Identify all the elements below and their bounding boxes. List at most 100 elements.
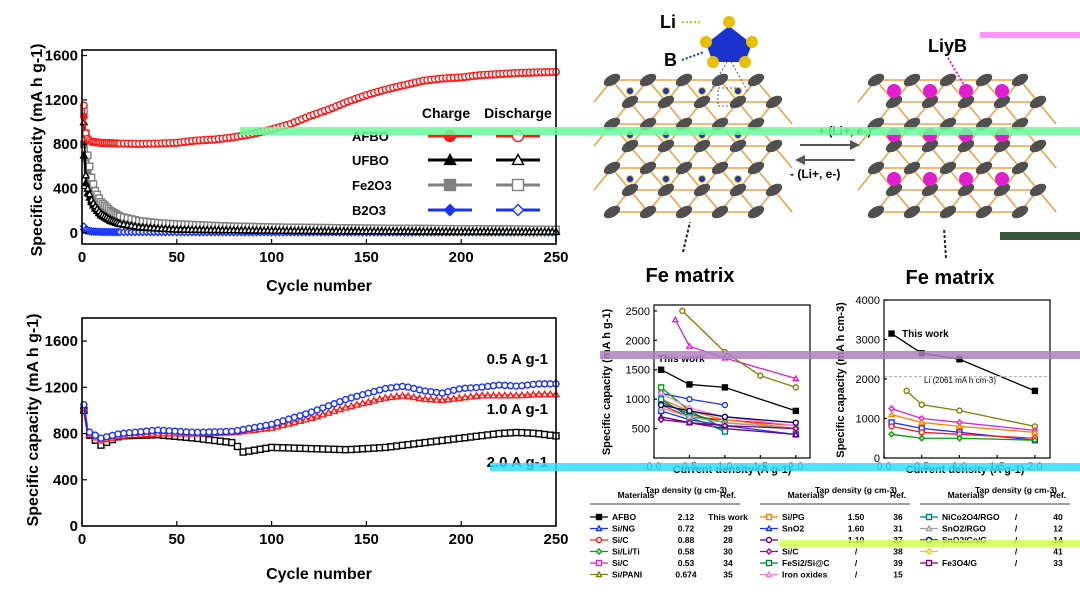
y-tick-label: 0: [874, 453, 880, 465]
table-legend-marker: [595, 536, 603, 544]
compare-point: [888, 423, 895, 430]
fe-atom: [1011, 161, 1029, 175]
table-tap-density: /: [855, 547, 858, 557]
fe-atom: [1011, 73, 1029, 87]
rate-point-0: [262, 421, 270, 430]
rate-point-1: [443, 394, 453, 403]
compare-point: [918, 434, 926, 442]
cycling-x-axis-label: Cycle number: [266, 278, 372, 295]
compare-point: [1031, 436, 1039, 444]
compare-series-Si/PG: [887, 410, 1039, 436]
table-ref: 40: [1053, 512, 1063, 522]
compare-point: [887, 410, 896, 418]
y-tick-label: 0: [70, 225, 78, 242]
rate-point-1: [523, 390, 532, 398]
rate-point-0: [245, 424, 253, 433]
rate-point-1: [409, 392, 418, 401]
rate-point-1: [455, 393, 464, 402]
fe-atom: [903, 73, 921, 87]
table-legend-marker: [595, 513, 603, 521]
y-tick-label: 1200: [45, 92, 78, 109]
x-tick-label: 150: [354, 249, 379, 266]
y-tick-label: 2000: [856, 374, 880, 386]
fe-atom: [939, 205, 957, 219]
table-material: SnO2/RGO: [942, 524, 986, 534]
table-material: Si/PG: [782, 512, 805, 522]
table-ref: 12: [1053, 524, 1063, 534]
legend-header-charge: Charge: [422, 105, 470, 121]
x-tick-label: 250: [543, 531, 568, 548]
UFBO-discharge-point: [85, 189, 94, 198]
compare-line: [891, 425, 1035, 439]
rate-point-1: [415, 393, 424, 402]
compare-line: [660, 410, 796, 436]
rate-point-1: [347, 401, 356, 410]
rate-chart: 0 50 100 150 200 250 0 400 800 1200 1600 Cycle num…: [25, 314, 569, 583]
fe-atom: [603, 73, 621, 87]
rate-point-1: [529, 390, 538, 398]
fe-atom: [621, 183, 639, 197]
table-ref: 39: [893, 558, 903, 568]
compare-point: [792, 407, 800, 415]
series-UFBO: [79, 117, 561, 236]
table-legend-marker: [925, 513, 933, 521]
rate-point-0: [250, 423, 259, 432]
fe-atom: [867, 73, 885, 87]
compare-point: [657, 384, 665, 391]
image-artifacts: [240, 32, 1080, 547]
compare-point: [679, 307, 686, 315]
Fe2O3-discharge-point: [85, 162, 94, 171]
table-ref: 38: [893, 547, 903, 557]
compare-series-Si/C: [888, 405, 1039, 434]
rate-point-1: [324, 408, 333, 416]
fe-atom: [603, 161, 621, 175]
compare-point: [686, 381, 693, 388]
b-atom: [626, 175, 634, 183]
table-tap-density: 1.50: [848, 512, 865, 522]
rate-point-0: [233, 426, 242, 435]
table-ref: 29: [723, 524, 733, 534]
table-material: FeSi2/Si@C: [782, 558, 830, 568]
fe-atom: [603, 205, 621, 219]
fe-atom: [1029, 95, 1047, 109]
volumetric-y-axis-label: Specific capacity (mA h cm-3): [835, 302, 847, 458]
fe-atom: [675, 73, 693, 87]
compare-line: [661, 419, 796, 430]
table-tap-density: /: [1015, 524, 1018, 534]
fe-atom: [885, 95, 903, 109]
x-tick-label: 50: [168, 531, 185, 548]
table-tap-density: 0.58: [678, 547, 695, 557]
rate-point-1: [318, 410, 327, 418]
y-tick-label: 400: [53, 472, 78, 489]
table-legend-marker: [765, 536, 773, 544]
fe-atom: [675, 161, 693, 175]
rate-label-1.0: 1.0 A g-1: [487, 401, 548, 418]
table-material: Fe3O4/G: [942, 558, 977, 568]
compare-line: [660, 407, 796, 430]
fe-atom: [921, 95, 939, 109]
legend-label-Fe2O3: Fe2O3: [352, 178, 392, 193]
cycling-y-axis-label: Specific capacity (mA h g-1): [29, 44, 46, 257]
compare-point: [792, 384, 800, 391]
table-legend-marker: [925, 559, 933, 567]
y-tick-label: 0: [70, 518, 78, 535]
rate-point-1: [375, 394, 384, 403]
y-tick-label: 800: [53, 136, 78, 153]
b-atom: [734, 87, 742, 95]
table-tap-density: /: [855, 570, 858, 580]
rate-point-1: [352, 400, 362, 408]
UFBO-discharge-point: [81, 170, 91, 179]
rate-x-axis-label: Cycle number: [266, 566, 372, 583]
fe-atom: [939, 161, 957, 175]
table-material: Si/C: [612, 535, 629, 545]
rate-point-1: [500, 390, 509, 399]
fe-lattice-left: [593, 73, 793, 219]
y-tick-label: 400: [53, 181, 78, 198]
UFBO-discharge-line: [83, 122, 557, 233]
rate-point-1: [381, 393, 390, 401]
table-tap-density: 0.88: [678, 535, 695, 545]
compare-line: [674, 319, 796, 380]
rate-point-1: [307, 413, 316, 422]
fe-atom: [885, 139, 903, 153]
